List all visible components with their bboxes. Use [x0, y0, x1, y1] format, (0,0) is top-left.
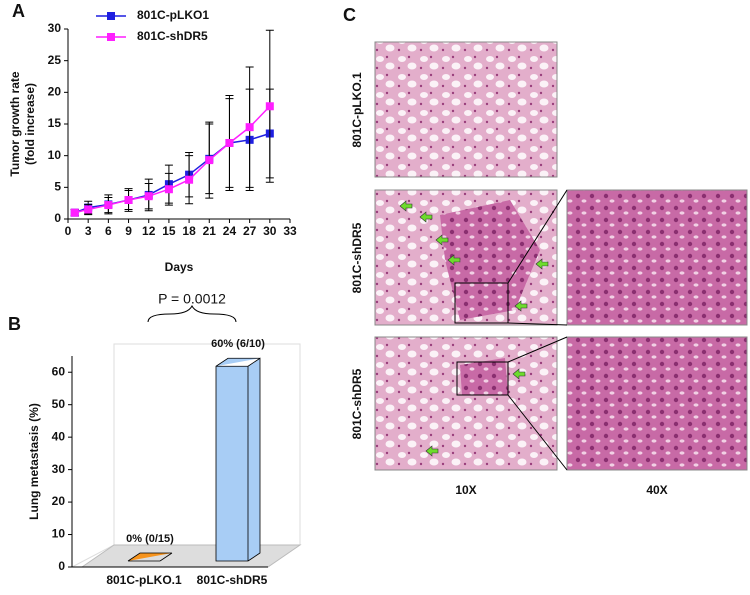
legend-label: 801C-shDR5: [137, 29, 208, 43]
y-tick-label: 10: [52, 527, 66, 541]
x-tick-label: 12: [142, 224, 156, 238]
y-axis-label: Tumor growth rate: [8, 71, 22, 176]
marker: [104, 201, 113, 210]
value-label: 60% (6/10): [211, 338, 265, 350]
x-tick-label: 801C-pLKO.1: [106, 573, 182, 587]
x-tick-label: 30: [263, 224, 277, 238]
y-tick-label: 15: [48, 116, 62, 130]
x-tick-label: 33: [283, 224, 297, 238]
panel-label: C: [343, 5, 356, 25]
row-label: 801C-shDR5: [350, 222, 364, 293]
marker: [144, 192, 153, 201]
image: [566, 189, 748, 326]
bar: [215, 357, 261, 562]
zoom-box: [456, 361, 509, 396]
arrows: [399, 200, 549, 457]
marker: [84, 205, 93, 214]
brace: [147, 304, 237, 323]
panel-label: B: [8, 314, 21, 334]
column-label: 40X: [646, 483, 667, 497]
marker: [70, 208, 79, 217]
marker: [245, 123, 254, 132]
x-tick-label: 15: [162, 224, 176, 238]
x-tick-label: 21: [203, 224, 217, 238]
y-tick-label: 10: [48, 148, 62, 162]
y-tick-label: 40: [52, 429, 66, 443]
legend-label: 801C-pLKO1: [137, 8, 209, 22]
x-tick-label: 6: [105, 224, 112, 238]
image: [566, 336, 748, 471]
x-tick-label: 18: [182, 224, 196, 238]
marker: [265, 102, 274, 111]
x-axis-label: Days: [165, 260, 194, 274]
annotation: P = 0.0012: [158, 291, 226, 307]
y-tick-label: 0: [54, 211, 61, 225]
y-tick-label: 50: [52, 397, 66, 411]
tumor: [440, 200, 540, 320]
legend-marker: [107, 33, 115, 41]
value-label: 0% (0/15): [126, 533, 174, 545]
image: [374, 41, 558, 178]
zoom-line: [507, 189, 568, 471]
x-tick-label: 24: [223, 224, 237, 238]
marker: [205, 156, 214, 165]
column-label: 10X: [455, 483, 476, 497]
image: [374, 336, 558, 471]
x-tick-label: 801C-shDR5: [197, 573, 268, 587]
y-tick-label: 30: [52, 462, 66, 476]
floor: [80, 544, 302, 568]
legend-marker: [107, 12, 115, 20]
y-tick-label: 20: [48, 85, 62, 99]
histology-images: [374, 41, 748, 471]
panel-label: A: [12, 1, 25, 21]
back-wall: [71, 343, 301, 568]
y-tick-label: 60: [52, 364, 66, 378]
x-tick-label: 27: [243, 224, 257, 238]
y-tick-label: 0: [58, 559, 65, 573]
zoom-box: [454, 282, 509, 324]
marker: [164, 185, 173, 194]
x-tick-label: 9: [125, 224, 132, 238]
row-label: 801C-pLKO.1: [350, 72, 364, 148]
bar: [127, 552, 173, 562]
marker: [124, 196, 133, 204]
marker: [225, 139, 234, 147]
row-label: 801C-shDR5: [350, 368, 364, 439]
x-tick-label: 0: [65, 224, 72, 238]
y-tick-label: 30: [48, 21, 62, 35]
y-tick-label: 25: [48, 53, 62, 67]
y-axis-label: Lung metastasis (%): [27, 403, 41, 520]
marker: [185, 175, 194, 184]
x-tick-label: 3: [85, 224, 92, 238]
y-tick-label: 5: [54, 180, 61, 194]
series-line: [74, 105, 271, 214]
y-axis-label: (fold increase): [23, 83, 37, 165]
y-tick-label: 20: [52, 494, 66, 508]
tumor: [460, 358, 508, 395]
